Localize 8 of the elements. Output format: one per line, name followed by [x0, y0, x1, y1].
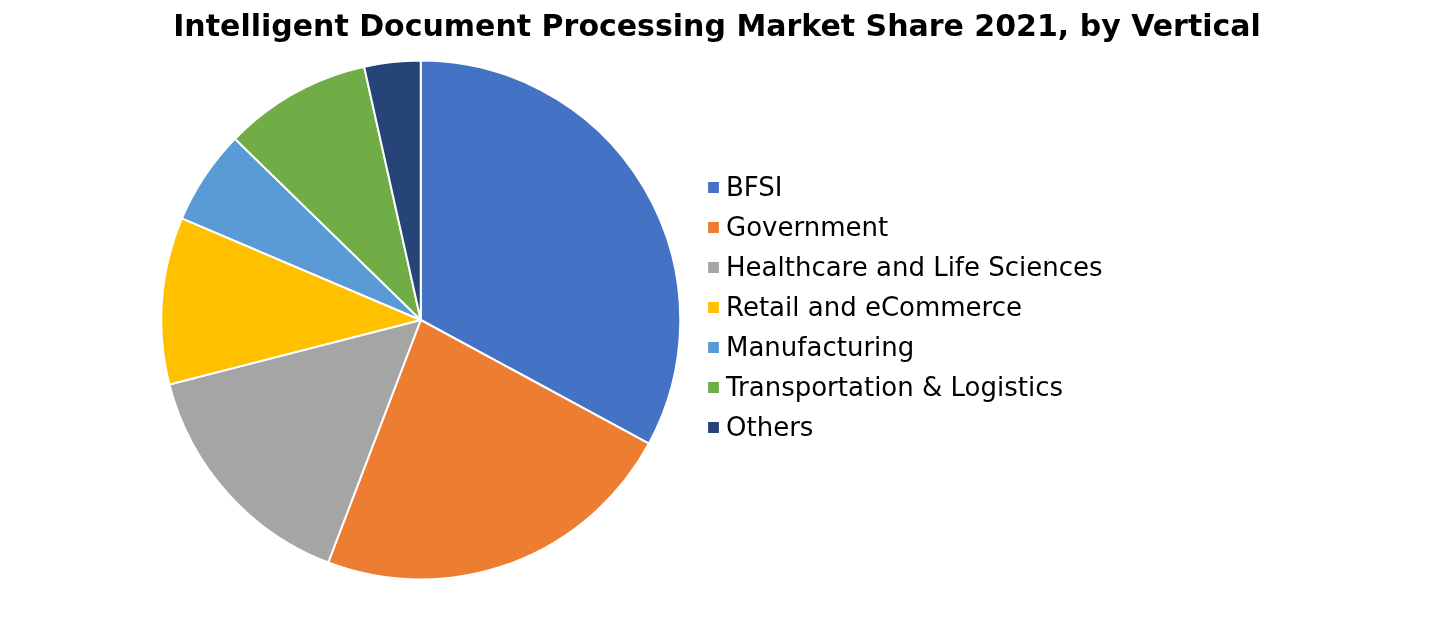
- legend-label: Retail and eCommerce: [726, 292, 1023, 322]
- chart-title: Intelligent Document Processing Market Share 2021, by Vertical: [173, 7, 1261, 43]
- legend-label: BFSI: [726, 172, 783, 202]
- legend-label: Healthcare and Life Sciences: [726, 252, 1103, 282]
- legend-label: Others: [726, 412, 814, 442]
- legend-label: Manufacturing: [726, 332, 915, 362]
- legend-label: Government: [726, 212, 889, 242]
- legend-label: Transportation & Logistics: [726, 372, 1064, 402]
